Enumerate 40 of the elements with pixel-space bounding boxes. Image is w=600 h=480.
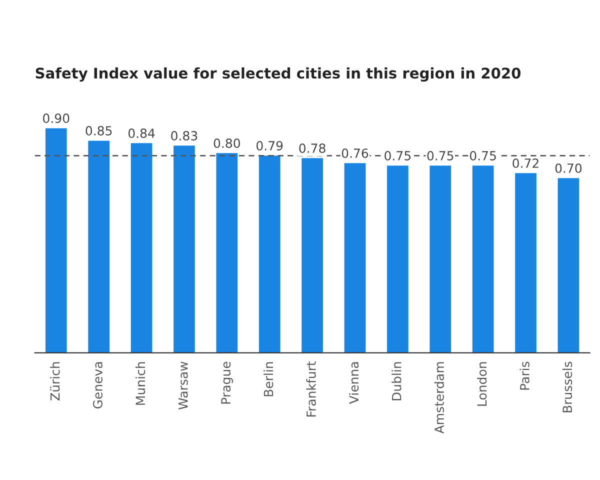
x-tick-label: London: [477, 362, 487, 406]
data-label: 0.79: [256, 141, 283, 150]
bar: [430, 166, 452, 353]
x-tick-label: Frankfurt: [306, 361, 316, 417]
data-label: 0.75: [427, 150, 454, 160]
x-tick-label: Amsterdam: [434, 362, 444, 434]
bar: [472, 166, 494, 353]
x-tick-label: Dublin: [392, 362, 402, 400]
x-tick-label: Prague: [221, 362, 233, 404]
data-label: 0.80: [214, 138, 240, 148]
x-tick-label: Zürich: [50, 362, 60, 400]
data-label: 0.76: [342, 148, 368, 158]
x-tick-label: Berlin: [264, 362, 274, 396]
data-label: 0.70: [555, 163, 582, 173]
data-label: 0.75: [384, 150, 411, 160]
data-label: 0.84: [128, 128, 155, 138]
bar: [515, 173, 536, 353]
chart-title: Safety Index value for selected cities in this region in 2020: [36, 67, 521, 82]
data-label: 0.90: [43, 114, 70, 124]
bar: [88, 140, 110, 353]
data-label: 0.83: [171, 131, 198, 140]
data-label: 0.75: [470, 150, 496, 160]
x-tick-label: Brussels: [562, 362, 572, 412]
x-tick-label: Warsaw: [178, 362, 188, 410]
bar: [344, 163, 366, 353]
bar: [45, 128, 67, 353]
bar: [558, 178, 580, 353]
data-label: 0.72: [512, 158, 538, 168]
bar: [174, 146, 195, 353]
x-tick-label: Vienna: [348, 362, 359, 404]
bar: [302, 158, 323, 353]
x-tick-label: Geneva: [93, 362, 102, 408]
x-tick-label: Paris: [520, 362, 530, 390]
bar: [130, 143, 152, 353]
data-label: 0.85: [86, 126, 112, 136]
data-label: 0.78: [299, 144, 326, 153]
bar: [216, 153, 238, 353]
x-tick-label: Munich: [135, 362, 146, 405]
bar: [258, 156, 280, 353]
bar: [387, 166, 408, 353]
